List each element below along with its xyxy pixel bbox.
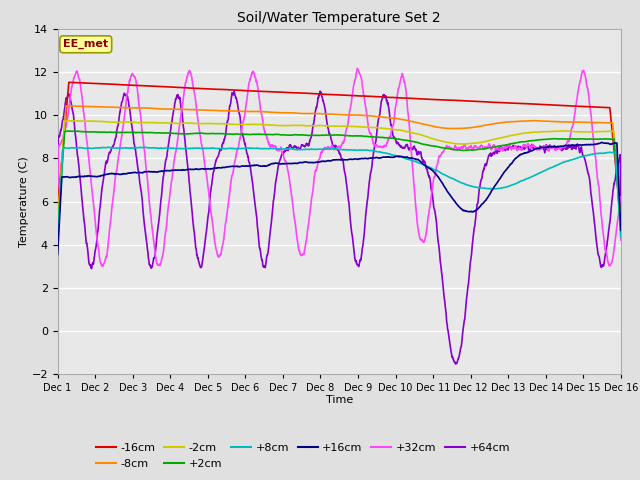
Title: Soil/Water Temperature Set 2: Soil/Water Temperature Set 2 [237,11,441,25]
Legend: -16cm, -8cm, -2cm, +2cm, +8cm, +16cm, +32cm, +64cm: -16cm, -8cm, -2cm, +2cm, +8cm, +16cm, +3… [92,439,515,473]
Text: EE_met: EE_met [63,39,108,49]
X-axis label: Time: Time [326,395,353,405]
Y-axis label: Temperature (C): Temperature (C) [19,156,29,247]
